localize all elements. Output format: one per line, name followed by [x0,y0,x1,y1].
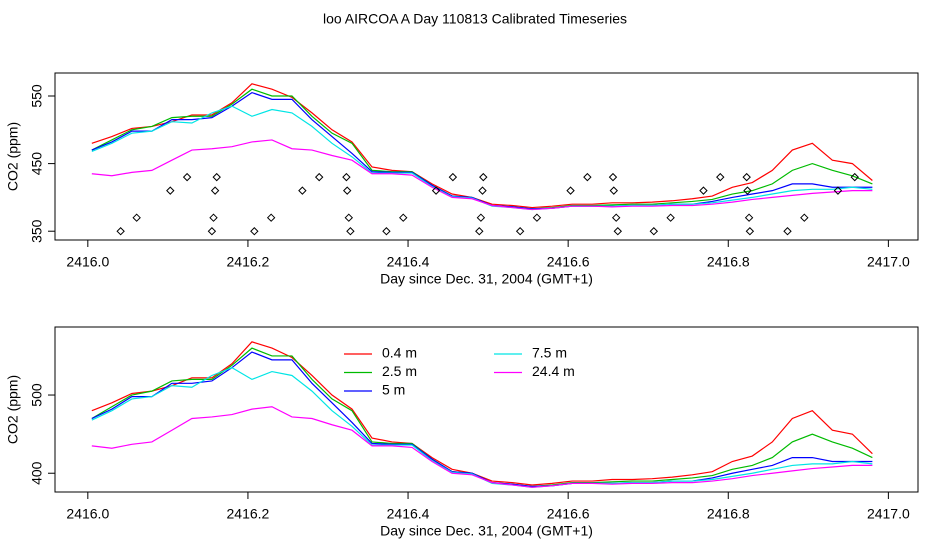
marker [800,213,809,222]
marker [207,227,217,236]
marker [608,172,618,182]
series-line [91,341,873,486]
y-axis-label: CO2 (ppm) [5,122,21,191]
x-tick-label: 2416.2 [227,254,270,270]
chart-title: loo AIRCOA A Day 110813 Calibrated Times… [323,11,627,27]
marker [476,213,486,222]
marker [116,227,125,236]
marker [649,227,659,236]
y-tick-label: 450 [29,152,45,176]
marker [583,172,592,182]
x-tick-label: 2416.6 [547,506,590,522]
y-tick-label: 550 [29,84,45,108]
legend-label: 0.4 m [382,345,417,361]
marker [666,213,675,222]
x-tick-label: 2417.0 [867,506,910,522]
marker [212,172,221,182]
marker [346,227,355,236]
x-tick-label: 2416.2 [227,506,270,522]
y-tick-label: 350 [29,219,45,243]
marker [431,186,441,195]
legend-label: 5 m [382,382,405,398]
marker [166,186,175,195]
marker [478,186,487,195]
series-line [91,406,873,488]
legend-label: 7.5 m [532,345,567,361]
marker [479,172,488,182]
marker [609,186,618,195]
marker [475,227,484,236]
x-tick-label: 2416.8 [707,254,750,270]
x-tick-label: 2416.4 [387,506,430,522]
y-tick-label: 400 [29,461,45,485]
x-axis-label: Day since Dec. 31, 2004 (GMT+1) [380,523,593,539]
marker [566,186,575,195]
marker [210,186,220,195]
y-axis-label: CO2 (ppm) [5,375,21,444]
x-axis-label: Day since Dec. 31, 2004 (GMT+1) [380,271,593,287]
x-tick-label: 2416.6 [547,254,590,270]
marker [266,213,276,222]
marker [342,186,352,195]
series-line [91,366,873,488]
plot-frame [54,72,919,241]
x-tick-label: 2417.0 [867,254,910,270]
series-line [91,351,873,488]
series-line [91,91,873,210]
marker [298,186,307,195]
marker [716,172,725,182]
marker [399,213,408,222]
plot-frame [54,326,919,493]
marker [209,213,218,222]
marker [743,186,752,195]
marker [382,227,391,236]
x-tick-label: 2416.4 [387,254,430,270]
marker [745,227,755,236]
marker [850,172,859,182]
marker [742,172,751,182]
marker [344,213,354,222]
x-tick-label: 2416.8 [707,506,750,522]
y-tick-label: 500 [29,383,45,407]
marker [744,213,754,222]
marker [699,186,708,195]
marker [314,172,324,182]
marker [833,186,843,195]
series-line [91,139,873,211]
x-tick-label: 2416.0 [66,254,109,270]
marker [182,172,192,182]
marker [448,172,458,182]
marker [532,213,542,222]
marker [613,227,622,236]
marker [611,213,621,222]
x-tick-label: 2416.0 [66,506,109,522]
marker [342,172,351,182]
series-line [91,83,873,209]
legend-label: 24.4 m [532,363,575,379]
marker [250,227,259,236]
marker [132,213,141,222]
marker [515,227,525,236]
legend-label: 2.5 m [382,363,417,379]
marker [783,227,792,236]
